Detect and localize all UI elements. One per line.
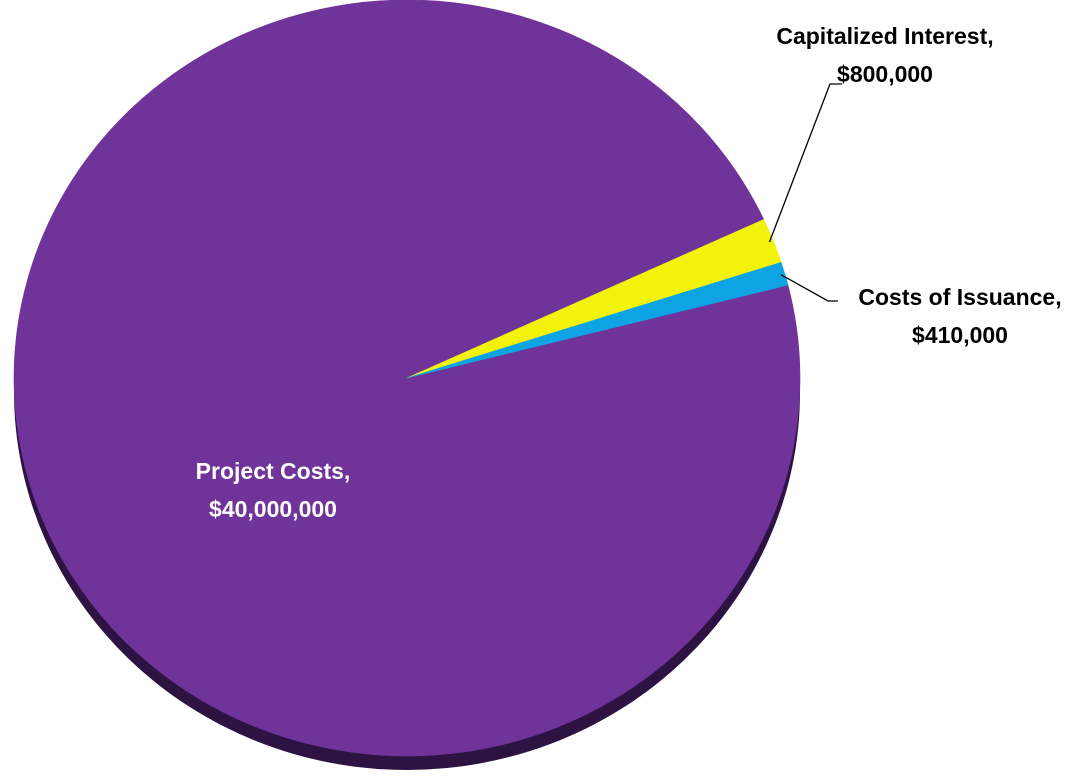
label-costs-of-issuance-name: Costs of Issuance, [858, 284, 1061, 310]
label-capitalized-interest-value: $800,000 [837, 61, 933, 87]
label-project-costs-name: Project Costs, [196, 458, 351, 484]
label-project-costs-value: $40,000,000 [209, 496, 337, 522]
pie-leader-lines [768, 83, 842, 302]
label-capitalized-interest-name: Capitalized Interest, [776, 23, 993, 49]
label-costs-of-issuance-value: $410,000 [912, 322, 1008, 348]
pie-slice-costs-of-issuance [406, 262, 789, 379]
pie-slices-layer [13, 0, 801, 757]
leader-line-costs-of-issuance [780, 274, 838, 302]
leader-line-capitalized-interest [768, 83, 842, 243]
pie-labels: Project Costs, $40,000,000 Capitalized Int… [196, 23, 1062, 522]
